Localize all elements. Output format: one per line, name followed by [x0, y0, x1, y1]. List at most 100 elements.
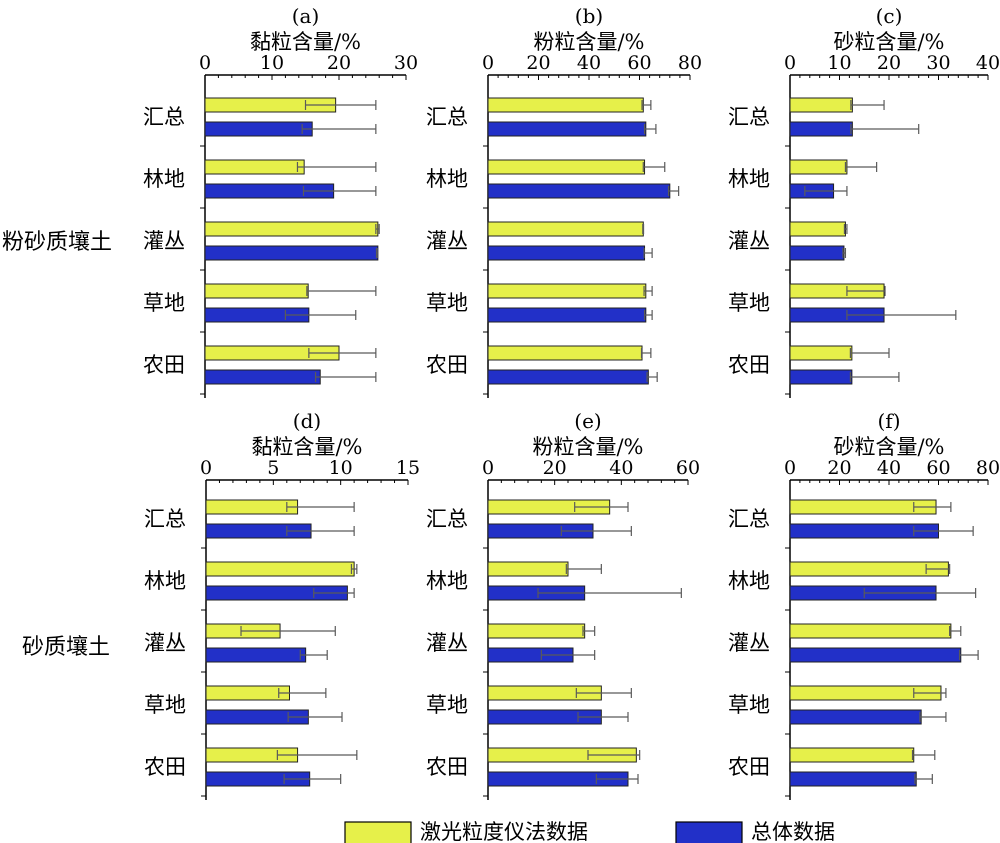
category-label: 草地: [143, 291, 185, 315]
x-tick-label: 20: [327, 52, 351, 74]
axis-title: 砂粒含量/%: [833, 435, 944, 459]
x-tick-label: 40: [976, 52, 1000, 74]
category-label: 农田: [143, 353, 185, 377]
bar: [789, 369, 853, 385]
bar: [204, 283, 309, 299]
category-label: 林地: [728, 167, 770, 191]
category-label: 林地: [144, 569, 186, 593]
category-label: 灌丛: [728, 631, 770, 655]
x-tick-label: 10: [260, 52, 284, 74]
category-label: 灌丛: [426, 631, 468, 655]
row-label-silty-loam: 粉砂质壤土: [2, 230, 112, 255]
panel-label: (b): [575, 4, 603, 28]
bar: [205, 685, 290, 701]
x-tick-label: 60: [627, 52, 651, 74]
x-tick-label: 10: [827, 52, 851, 74]
x-tick-label: 10: [329, 457, 353, 479]
legend-label-laser: 激光粒度仪法数据: [420, 820, 588, 843]
panel-label: (e): [574, 409, 601, 433]
bar: [487, 623, 586, 639]
x-tick-label: 40: [609, 457, 633, 479]
x-tick-label: 15: [396, 457, 420, 479]
x-tick-label: 40: [877, 457, 901, 479]
x-tick-label: 80: [678, 52, 702, 74]
bar: [487, 283, 647, 299]
category-label: 灌丛: [728, 229, 770, 253]
x-tick-label: 0: [784, 52, 796, 74]
x-tick-label: 60: [926, 457, 950, 479]
axis-title: 粉粒含量/%: [532, 435, 643, 459]
category-label: 农田: [728, 755, 770, 779]
bar: [204, 221, 379, 237]
bar: [205, 647, 307, 663]
category-label: 草地: [426, 693, 468, 717]
category-label: 灌丛: [426, 229, 468, 253]
bar: [789, 121, 853, 137]
row-label-sandy-loam: 砂质壤土: [22, 635, 110, 660]
category-label: 汇总: [144, 507, 186, 531]
bar: [487, 561, 569, 577]
category-label: 农田: [426, 353, 468, 377]
axis-title: 黏粒含量/%: [250, 30, 361, 54]
panel-label: (a): [292, 4, 320, 28]
axis-title: 砂粒含量/%: [833, 30, 944, 54]
category-label: 汇总: [426, 507, 468, 531]
x-tick-label: 20: [543, 457, 567, 479]
x-tick-label: 0: [482, 52, 494, 74]
panel-label: (f): [877, 409, 900, 433]
bar: [487, 369, 649, 385]
category-label: 灌丛: [143, 229, 185, 253]
bar: [487, 159, 646, 175]
legend-swatch-overall: [675, 821, 743, 843]
axis-title: 黏粒含量/%: [251, 435, 362, 459]
x-tick-label: 0: [784, 457, 796, 479]
category-label: 农田: [728, 353, 770, 377]
axis-title: 粉粒含量/%: [533, 30, 644, 54]
bar: [205, 499, 299, 515]
legend-swatch-laser: [344, 821, 412, 843]
bar: [789, 159, 848, 175]
bar: [789, 221, 846, 237]
x-tick-label: 20: [526, 52, 550, 74]
bar: [487, 183, 671, 199]
category-label: 农田: [426, 755, 468, 779]
category-label: 汇总: [426, 105, 468, 129]
bar: [487, 97, 644, 113]
bar: [487, 245, 646, 261]
category-label: 草地: [426, 291, 468, 315]
bar: [205, 561, 355, 577]
x-tick-label: 0: [199, 52, 211, 74]
category-label: 灌丛: [144, 631, 186, 655]
bar: [204, 159, 305, 175]
bar: [204, 121, 313, 137]
x-tick-label: 30: [926, 52, 950, 74]
bar: [789, 97, 853, 113]
x-tick-label: 20: [877, 52, 901, 74]
x-tick-label: 40: [577, 52, 601, 74]
legend-label-overall: 总体数据: [751, 820, 835, 843]
x-tick-label: 20: [827, 457, 851, 479]
bar: [487, 307, 647, 323]
x-tick-label: 30: [394, 52, 418, 74]
bar: [789, 245, 845, 261]
panel-label: (d): [293, 409, 321, 433]
category-label: 林地: [426, 569, 468, 593]
bar: [487, 221, 644, 237]
category-label: 林地: [143, 167, 185, 191]
bar: [789, 647, 962, 663]
bar: [789, 709, 922, 725]
x-tick-label: 80: [976, 457, 1000, 479]
bar: [789, 561, 949, 577]
bar: [487, 345, 643, 361]
bar: [789, 345, 853, 361]
bar: [789, 747, 915, 763]
panel-label: (c): [876, 4, 903, 28]
